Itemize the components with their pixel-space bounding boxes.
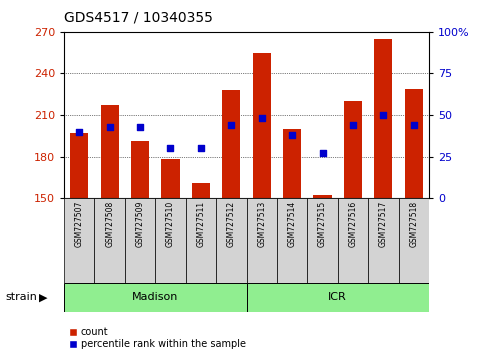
Bar bbox=[125, 198, 155, 283]
Bar bbox=[246, 283, 429, 312]
Text: GSM727512: GSM727512 bbox=[227, 201, 236, 247]
Bar bbox=[192, 183, 210, 198]
Bar bbox=[344, 101, 362, 198]
Bar bbox=[338, 198, 368, 283]
Bar bbox=[246, 198, 277, 283]
Bar bbox=[161, 159, 179, 198]
Bar bbox=[368, 198, 398, 283]
Point bbox=[410, 122, 418, 128]
Bar bbox=[186, 198, 216, 283]
Text: strain: strain bbox=[5, 292, 37, 302]
Text: GSM727508: GSM727508 bbox=[105, 201, 114, 247]
Point bbox=[75, 129, 83, 135]
Bar bbox=[131, 141, 149, 198]
Text: GSM727515: GSM727515 bbox=[318, 201, 327, 247]
Text: GSM727507: GSM727507 bbox=[75, 201, 84, 247]
Bar bbox=[283, 129, 301, 198]
Text: GSM727510: GSM727510 bbox=[166, 201, 175, 247]
Text: ▶: ▶ bbox=[39, 292, 48, 302]
Bar bbox=[307, 198, 338, 283]
Text: GSM727517: GSM727517 bbox=[379, 201, 388, 247]
Point bbox=[197, 145, 205, 151]
Text: GDS4517 / 10340355: GDS4517 / 10340355 bbox=[64, 11, 213, 25]
Bar bbox=[70, 133, 88, 198]
Bar bbox=[64, 283, 246, 312]
Bar bbox=[155, 198, 186, 283]
Point bbox=[167, 145, 175, 151]
Text: GSM727518: GSM727518 bbox=[409, 201, 418, 247]
Text: GSM727511: GSM727511 bbox=[196, 201, 206, 247]
Legend: count, percentile rank within the sample: count, percentile rank within the sample bbox=[69, 327, 246, 349]
Bar bbox=[314, 195, 332, 198]
Text: Madison: Madison bbox=[132, 292, 178, 302]
Text: GSM727509: GSM727509 bbox=[136, 201, 144, 247]
Point bbox=[106, 124, 113, 130]
Point bbox=[318, 150, 326, 156]
Point bbox=[380, 112, 387, 118]
Bar bbox=[64, 198, 95, 283]
Point bbox=[136, 124, 144, 130]
Bar bbox=[222, 90, 241, 198]
Text: GSM727516: GSM727516 bbox=[349, 201, 357, 247]
Bar bbox=[398, 198, 429, 283]
Point bbox=[288, 132, 296, 138]
Text: GSM727513: GSM727513 bbox=[257, 201, 266, 247]
Bar bbox=[216, 198, 246, 283]
Bar bbox=[277, 198, 307, 283]
Text: GSM727514: GSM727514 bbox=[287, 201, 297, 247]
Bar bbox=[101, 105, 119, 198]
Bar bbox=[374, 39, 392, 198]
Bar bbox=[252, 53, 271, 198]
Bar bbox=[405, 89, 423, 198]
Text: ICR: ICR bbox=[328, 292, 347, 302]
Bar bbox=[95, 198, 125, 283]
Point bbox=[227, 122, 235, 128]
Point bbox=[349, 122, 357, 128]
Point bbox=[258, 115, 266, 121]
